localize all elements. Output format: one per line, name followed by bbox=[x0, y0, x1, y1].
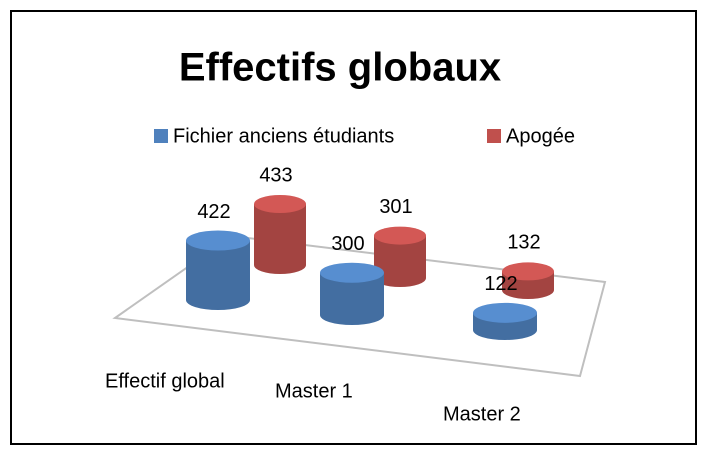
legend-label: Apogée bbox=[506, 125, 575, 147]
data-label: 433 bbox=[259, 164, 292, 186]
bar-body bbox=[186, 240, 250, 310]
data-label: 132 bbox=[507, 232, 540, 254]
legend: Fichier anciens étudiants Apogée bbox=[154, 125, 575, 147]
chart-title: Effectifs globaux bbox=[179, 46, 501, 90]
bar-top bbox=[502, 262, 554, 281]
bar-top bbox=[186, 230, 250, 251]
bar-body bbox=[374, 235, 426, 287]
bar-body bbox=[254, 204, 306, 274]
data-label: 422 bbox=[197, 201, 230, 223]
bar-top bbox=[374, 226, 426, 245]
plot: Effectif global Master 1 Master 2 422 433 301… bbox=[105, 164, 554, 425]
data-label: 300 bbox=[331, 233, 364, 255]
category-label: Effectif global bbox=[105, 370, 225, 392]
category-label: Master 2 bbox=[443, 403, 521, 425]
category-label: Master 1 bbox=[275, 380, 353, 402]
bar-top bbox=[473, 302, 537, 323]
data-label: 301 bbox=[379, 196, 412, 218]
data-label: 122 bbox=[484, 273, 517, 295]
legend-label: Fichier anciens étudiants bbox=[173, 125, 394, 147]
bar-top bbox=[320, 262, 384, 283]
bar-top bbox=[254, 195, 306, 213]
bar-body bbox=[320, 272, 384, 325]
legend-swatch bbox=[487, 129, 501, 143]
legend-swatch bbox=[154, 129, 168, 143]
